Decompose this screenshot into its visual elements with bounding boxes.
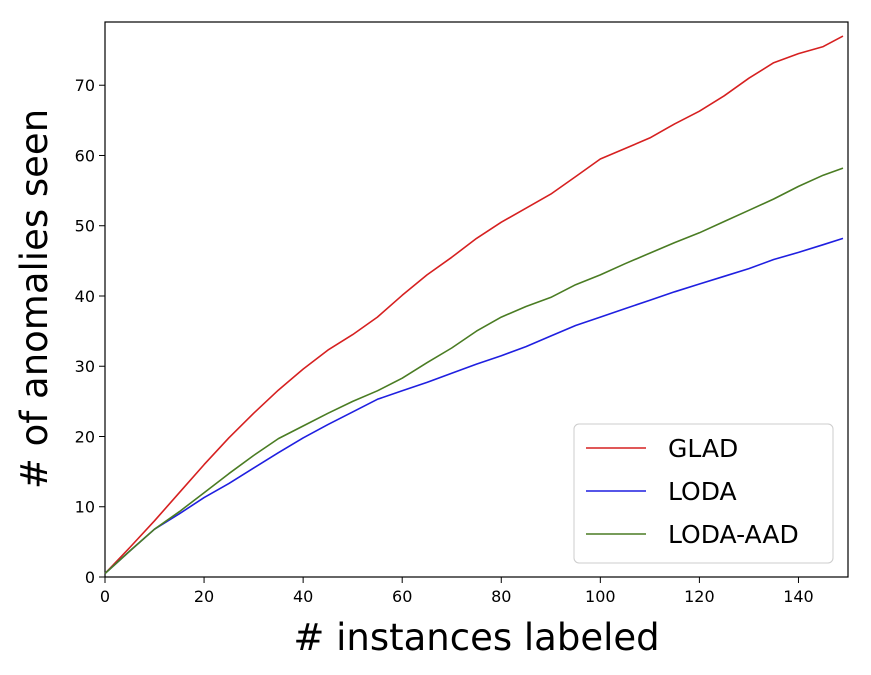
y-axis-label: # of anomalies seen	[13, 109, 56, 489]
y-tick-label: 0	[85, 568, 95, 587]
x-axis: 0 20 40 60 80 100 120 140	[100, 577, 814, 606]
x-tick-label: 100	[585, 587, 616, 606]
x-tick-label: 120	[684, 587, 715, 606]
x-tick-label: 20	[194, 587, 214, 606]
series-line-loda-aad	[104, 167, 844, 575]
legend-items: GLAD LODA LODA-AAD	[586, 434, 799, 549]
y-tick-label: 30	[75, 357, 95, 376]
plot-frame	[104, 21, 849, 578]
y-tick-label: 60	[75, 146, 95, 165]
y-tick-label: 10	[75, 498, 95, 517]
y-tick-label: 40	[75, 287, 95, 306]
x-tick-label: 60	[392, 587, 412, 606]
x-tick-label: 40	[293, 587, 313, 606]
y-tick-label: 20	[75, 427, 95, 446]
series-line-glad	[104, 35, 844, 575]
series-layer	[104, 35, 844, 575]
legend-label-loda: LODA	[668, 477, 737, 506]
x-tick-label: 140	[783, 587, 814, 606]
y-tick-label: 50	[75, 217, 95, 236]
series-line-loda	[104, 237, 844, 575]
legend: GLAD LODA LODA-AAD	[573, 423, 834, 564]
y-axis: 0 10 20 30 40 50 60 70	[75, 76, 105, 587]
x-tick-label: 0	[100, 587, 110, 606]
y-tick-label: 70	[75, 76, 95, 95]
legend-label-glad: GLAD	[668, 434, 738, 463]
x-tick-label: 80	[491, 587, 511, 606]
x-axis-label: # instances labeled	[293, 616, 659, 659]
legend-box	[573, 423, 834, 564]
plot-area	[104, 21, 849, 578]
legend-label-loda-aad: LODA-AAD	[668, 520, 799, 549]
